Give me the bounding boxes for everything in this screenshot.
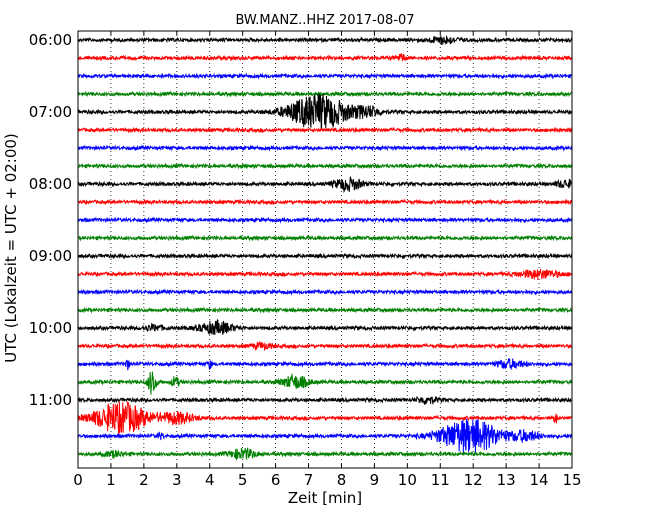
chart-title: BW.MANZ..HHZ 2017-08-07	[235, 13, 414, 28]
trace-line	[77, 418, 573, 454]
x-axis-label: Zeit [min]	[288, 489, 362, 507]
y-tick-label: 11:00	[29, 391, 72, 409]
seismic-traces	[77, 35, 573, 461]
trace-line	[77, 319, 573, 336]
trace-line	[77, 447, 573, 461]
trace-line	[77, 400, 573, 435]
trace-line	[77, 234, 573, 242]
x-tick-label: 3	[172, 471, 182, 489]
trace-line	[77, 395, 573, 405]
x-tick-label: 13	[497, 471, 516, 489]
x-tick-label: 7	[304, 471, 314, 489]
trace-line	[77, 341, 573, 352]
x-tick-label: 11	[431, 471, 450, 489]
trace-line	[77, 72, 573, 80]
trace-line	[77, 288, 573, 296]
y-tick-label: 06:00	[29, 31, 72, 49]
y-ticks: 06:00 07:00 08:00 09:00 10:00 11:00	[29, 31, 82, 409]
x-ticks: 0 1 2 3 4 5 6 7 8 9 10 11 12 13 14 15	[73, 31, 582, 489]
trace-line	[77, 35, 573, 45]
x-tick-label: 1	[106, 471, 116, 489]
trace-line	[77, 176, 573, 194]
y-tick-label: 08:00	[29, 175, 72, 193]
x-tick-label: 4	[205, 471, 215, 489]
x-tick-label: 10	[398, 471, 417, 489]
y-tick-label: 09:00	[29, 247, 72, 265]
trace-line	[77, 90, 573, 98]
grid-lines	[110, 31, 540, 468]
plot-frame	[77, 30, 573, 469]
trace-line	[77, 53, 573, 62]
trace-line	[77, 198, 573, 206]
x-tick-label: 2	[139, 471, 149, 489]
trace-line	[77, 268, 573, 280]
trace-line	[77, 93, 573, 131]
x-tick-label: 5	[238, 471, 248, 489]
trace-line	[77, 252, 573, 260]
x-tick-label: 6	[271, 471, 281, 489]
x-tick-label: 8	[337, 471, 347, 489]
trace-line	[77, 126, 573, 134]
x-tick-label: 0	[73, 471, 83, 489]
x-tick-label: 14	[530, 471, 549, 489]
y-axis-label: UTC (Lokalzeit = UTC + 02:00)	[2, 133, 20, 363]
y-tick-label: 07:00	[29, 103, 72, 121]
trace-line	[77, 358, 573, 371]
trace-line	[77, 371, 573, 395]
x-tick-label: 15	[562, 471, 581, 489]
trace-line	[77, 144, 573, 152]
trace-line	[77, 306, 573, 314]
x-tick-label: 9	[370, 471, 380, 489]
trace-line	[77, 162, 573, 170]
trace-line	[77, 216, 573, 224]
y-tick-label: 10:00	[29, 319, 72, 337]
x-tick-label: 12	[464, 471, 483, 489]
